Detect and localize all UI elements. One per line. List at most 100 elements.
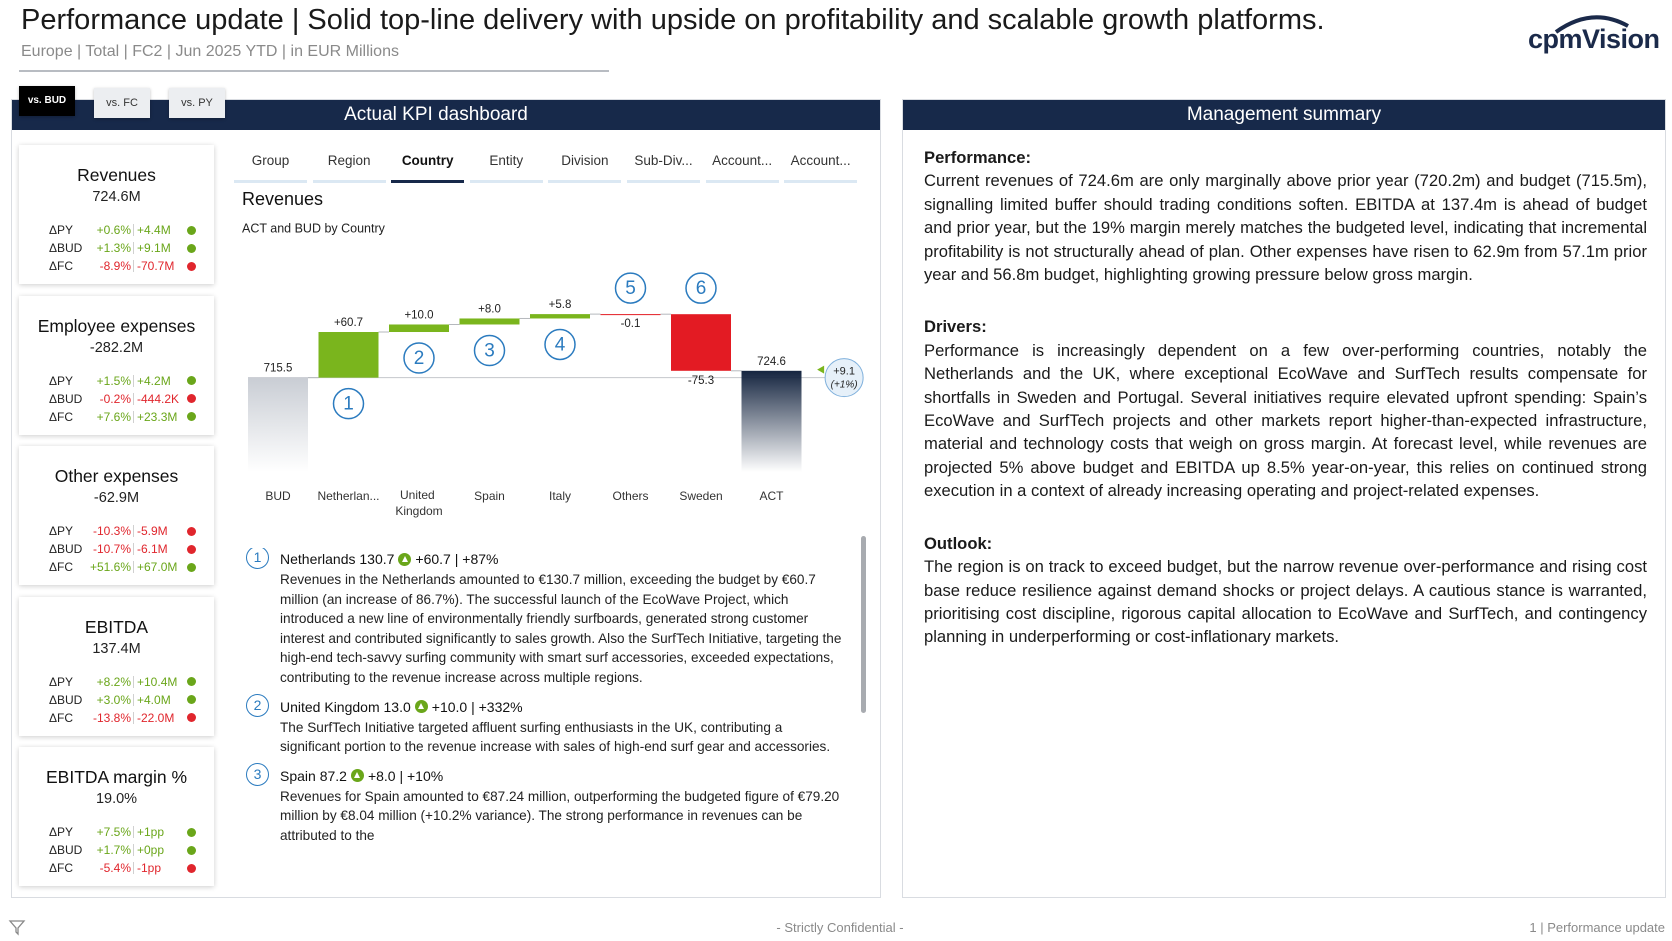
kpi-title: Other expenses: [54, 466, 179, 486]
kpi-row: ΔPY +8.2% +10.4M: [49, 673, 196, 691]
nav-tab[interactable]: Sub-Div...: [627, 150, 700, 183]
kpi-rows: ΔPY +7.5% +1pp ΔBUD +1.7% +0pp ΔFC -5.4% -1pp: [49, 823, 196, 877]
kpi-title: Revenues: [77, 165, 156, 185]
logo: cpmVision: [1528, 24, 1660, 54]
kpi-row: ΔBUD +1.3% +9.1M: [49, 239, 196, 257]
kpi-rows: ΔPY -10.3% -5.9M ΔBUD -10.7% -6.1M ΔFC +51.6% +6…: [49, 522, 196, 576]
kpi-row-pct: +7.5%: [96, 825, 131, 839]
nav-tab[interactable]: Account...: [705, 150, 779, 183]
kpi-value: 724.6M: [92, 189, 141, 205]
kpi-row-pct: +0.6%: [96, 223, 131, 237]
commentary-item: 1 Netherlands 130.7 +60.7 | +87% Revenues i…: [246, 548, 846, 688]
kpi-row-icon: [187, 827, 196, 837]
page-subtitle: Europe | Total | FC2 | Jun 2025 YTD | in…: [21, 43, 399, 60]
kpi-row-icon: [187, 412, 196, 421]
kpi-row: ΔPY -10.3% -5.9M: [49, 522, 196, 540]
comparison-tab[interactable]: vs. PY: [169, 88, 225, 118]
kpi-row: ΔPY +1.5% +4.2M: [49, 372, 196, 390]
kpi-card: EBITDA margin % 19.0% ΔPY +7.5% +1pp ΔBUD +1.7…: [19, 747, 214, 886]
commentary: 1 Netherlands 130.7 +60.7 | +87% Revenues i…: [246, 548, 846, 894]
kpi-row-abs: -70.7M: [133, 260, 185, 272]
summary-header: Management summary: [903, 100, 1665, 130]
item-number: 1: [246, 548, 269, 569]
kpi-row-abs: +67.0M: [133, 561, 185, 573]
kpi-row-abs: +10.4M: [133, 675, 185, 688]
item-number: 2: [246, 693, 269, 717]
kpi-row: ΔFC +7.6% +23.3M: [49, 408, 196, 426]
nav-tab[interactable]: Country: [391, 150, 465, 183]
kpi-row: ΔPY +0.6% +4.4M: [49, 221, 196, 239]
kpi-row-abs: +23.3M: [133, 410, 185, 423]
kpi-rows: ΔPY +0.6% +4.4M ΔBUD +1.3% +9.1M ΔFC -8.9% -70.7…: [49, 221, 196, 275]
kpi-row-label: ΔFC: [49, 409, 74, 424]
kpi-title: EBITDA margin %: [45, 767, 188, 787]
kpi-row-label: ΔBUD: [49, 542, 83, 556]
kpi-card: Revenues 724.6M ΔPY +0.6% +4.4M ΔBUD +1.3% +9.1…: [19, 145, 214, 284]
kpi-card: Employee expenses -282.2M ΔPY +1.5% +4.2M ΔBU…: [19, 295, 214, 435]
kpi-row-abs: -444.2K: [133, 392, 185, 405]
kpi-row-pct: +1.7%: [96, 843, 131, 857]
kpi-row-label: ΔPY: [49, 524, 74, 538]
kpi-row-abs: -5.9M: [133, 525, 185, 537]
kpi-row-icon: [187, 376, 196, 385]
nav-tab[interactable]: Entity: [469, 150, 543, 183]
nav-tab[interactable]: Group: [234, 150, 307, 183]
kpi-row-abs: +0pp: [133, 844, 185, 856]
funnel: [8, 920, 26, 936]
kpi-value: 137.4M: [92, 640, 141, 657]
kpi-row-icon: [187, 225, 196, 235]
kpi-row-label: ΔFC: [49, 710, 74, 725]
kpi-row: ΔFC -13.8% -22.0M: [49, 709, 196, 727]
kpi-row-icon: [187, 863, 196, 873]
kpi-row-pct: -0.2%: [99, 391, 131, 406]
section-heading: Drivers:: [924, 317, 987, 337]
management-summary: Performance: Current revenues of 724.6m a…: [924, 146, 1647, 678]
summary-panel: Management summary: [902, 99, 1666, 898]
kpi-row: ΔBUD +1.7% +0pp: [49, 841, 196, 859]
kpi-row-pct: +1.5%: [96, 373, 131, 388]
item-text: Revenues in the Netherlands amounted to …: [280, 572, 842, 685]
kpi-title: EBITDA: [84, 616, 149, 637]
logo-arc: [1554, 15, 1629, 34]
comparison-tab[interactable]: vs. FC: [94, 88, 150, 118]
kpi-row-label: ΔFC: [49, 560, 74, 574]
kpi-row-pct: -10.3%: [92, 524, 131, 538]
item-heading: United Kingdom 13.0: [280, 698, 411, 715]
item-heading: Netherlands 130.7: [280, 551, 395, 567]
kpi-row-label: ΔPY: [49, 674, 74, 689]
section-text: Current revenues of 724.6m are only marg…: [924, 171, 1647, 285]
kpi-row-pct: +8.2%: [96, 674, 131, 689]
kpi-row-icon: [187, 394, 196, 403]
kpi-row-abs: +4.2M: [133, 374, 185, 387]
confidential-note: - Strictly Confidential -: [776, 920, 904, 935]
item-heading-row: Spain 87.2 +8.0 | +10%: [280, 765, 846, 787]
kpi-row-label: ΔFC: [49, 259, 74, 273]
kpi-row-pct: +7.6%: [96, 409, 131, 424]
kpi-row: ΔPY +7.5% +1pp: [49, 823, 196, 841]
nav-tab[interactable]: Region: [312, 150, 386, 183]
kpi-row-icon: [187, 677, 196, 686]
kpi-row-label: ΔFC: [49, 861, 74, 875]
item-text: Revenues for Spain amounted to €87.24 mi…: [280, 788, 840, 843]
item-icon: [350, 769, 364, 783]
kpi-row-abs: +9.1M: [133, 242, 185, 254]
kpi-row: ΔFC -5.4% -1pp: [49, 859, 196, 877]
nav-tab[interactable]: Account...: [784, 150, 858, 183]
kpi-row-pct: -8.9%: [99, 259, 131, 273]
kpi-row-icon: [187, 562, 196, 572]
kpi-card: Other expenses -62.9M ΔPY -10.3% -5.9M ΔBUD -1…: [19, 446, 214, 585]
kpi-value: 19.0%: [95, 791, 138, 807]
scrollbar[interactable]: [861, 536, 866, 713]
item-icon: [414, 700, 428, 714]
title-underline: [19, 70, 609, 72]
kpi-row-pct: +1.3%: [96, 241, 131, 255]
kpi-row-label: ΔBUD: [49, 241, 83, 255]
kpi-row-label: ΔPY: [49, 223, 74, 237]
kpi-row-pct: -5.4%: [99, 861, 131, 875]
nav-tab[interactable]: Division: [548, 150, 622, 183]
section-text: The region is on track to exceed budget,…: [924, 557, 1647, 647]
comparison-tab[interactable]: vs. BUD: [19, 86, 75, 116]
kpi-row: ΔBUD -10.7% -6.1M: [49, 540, 196, 558]
filter-icon[interactable]: [8, 918, 26, 936]
